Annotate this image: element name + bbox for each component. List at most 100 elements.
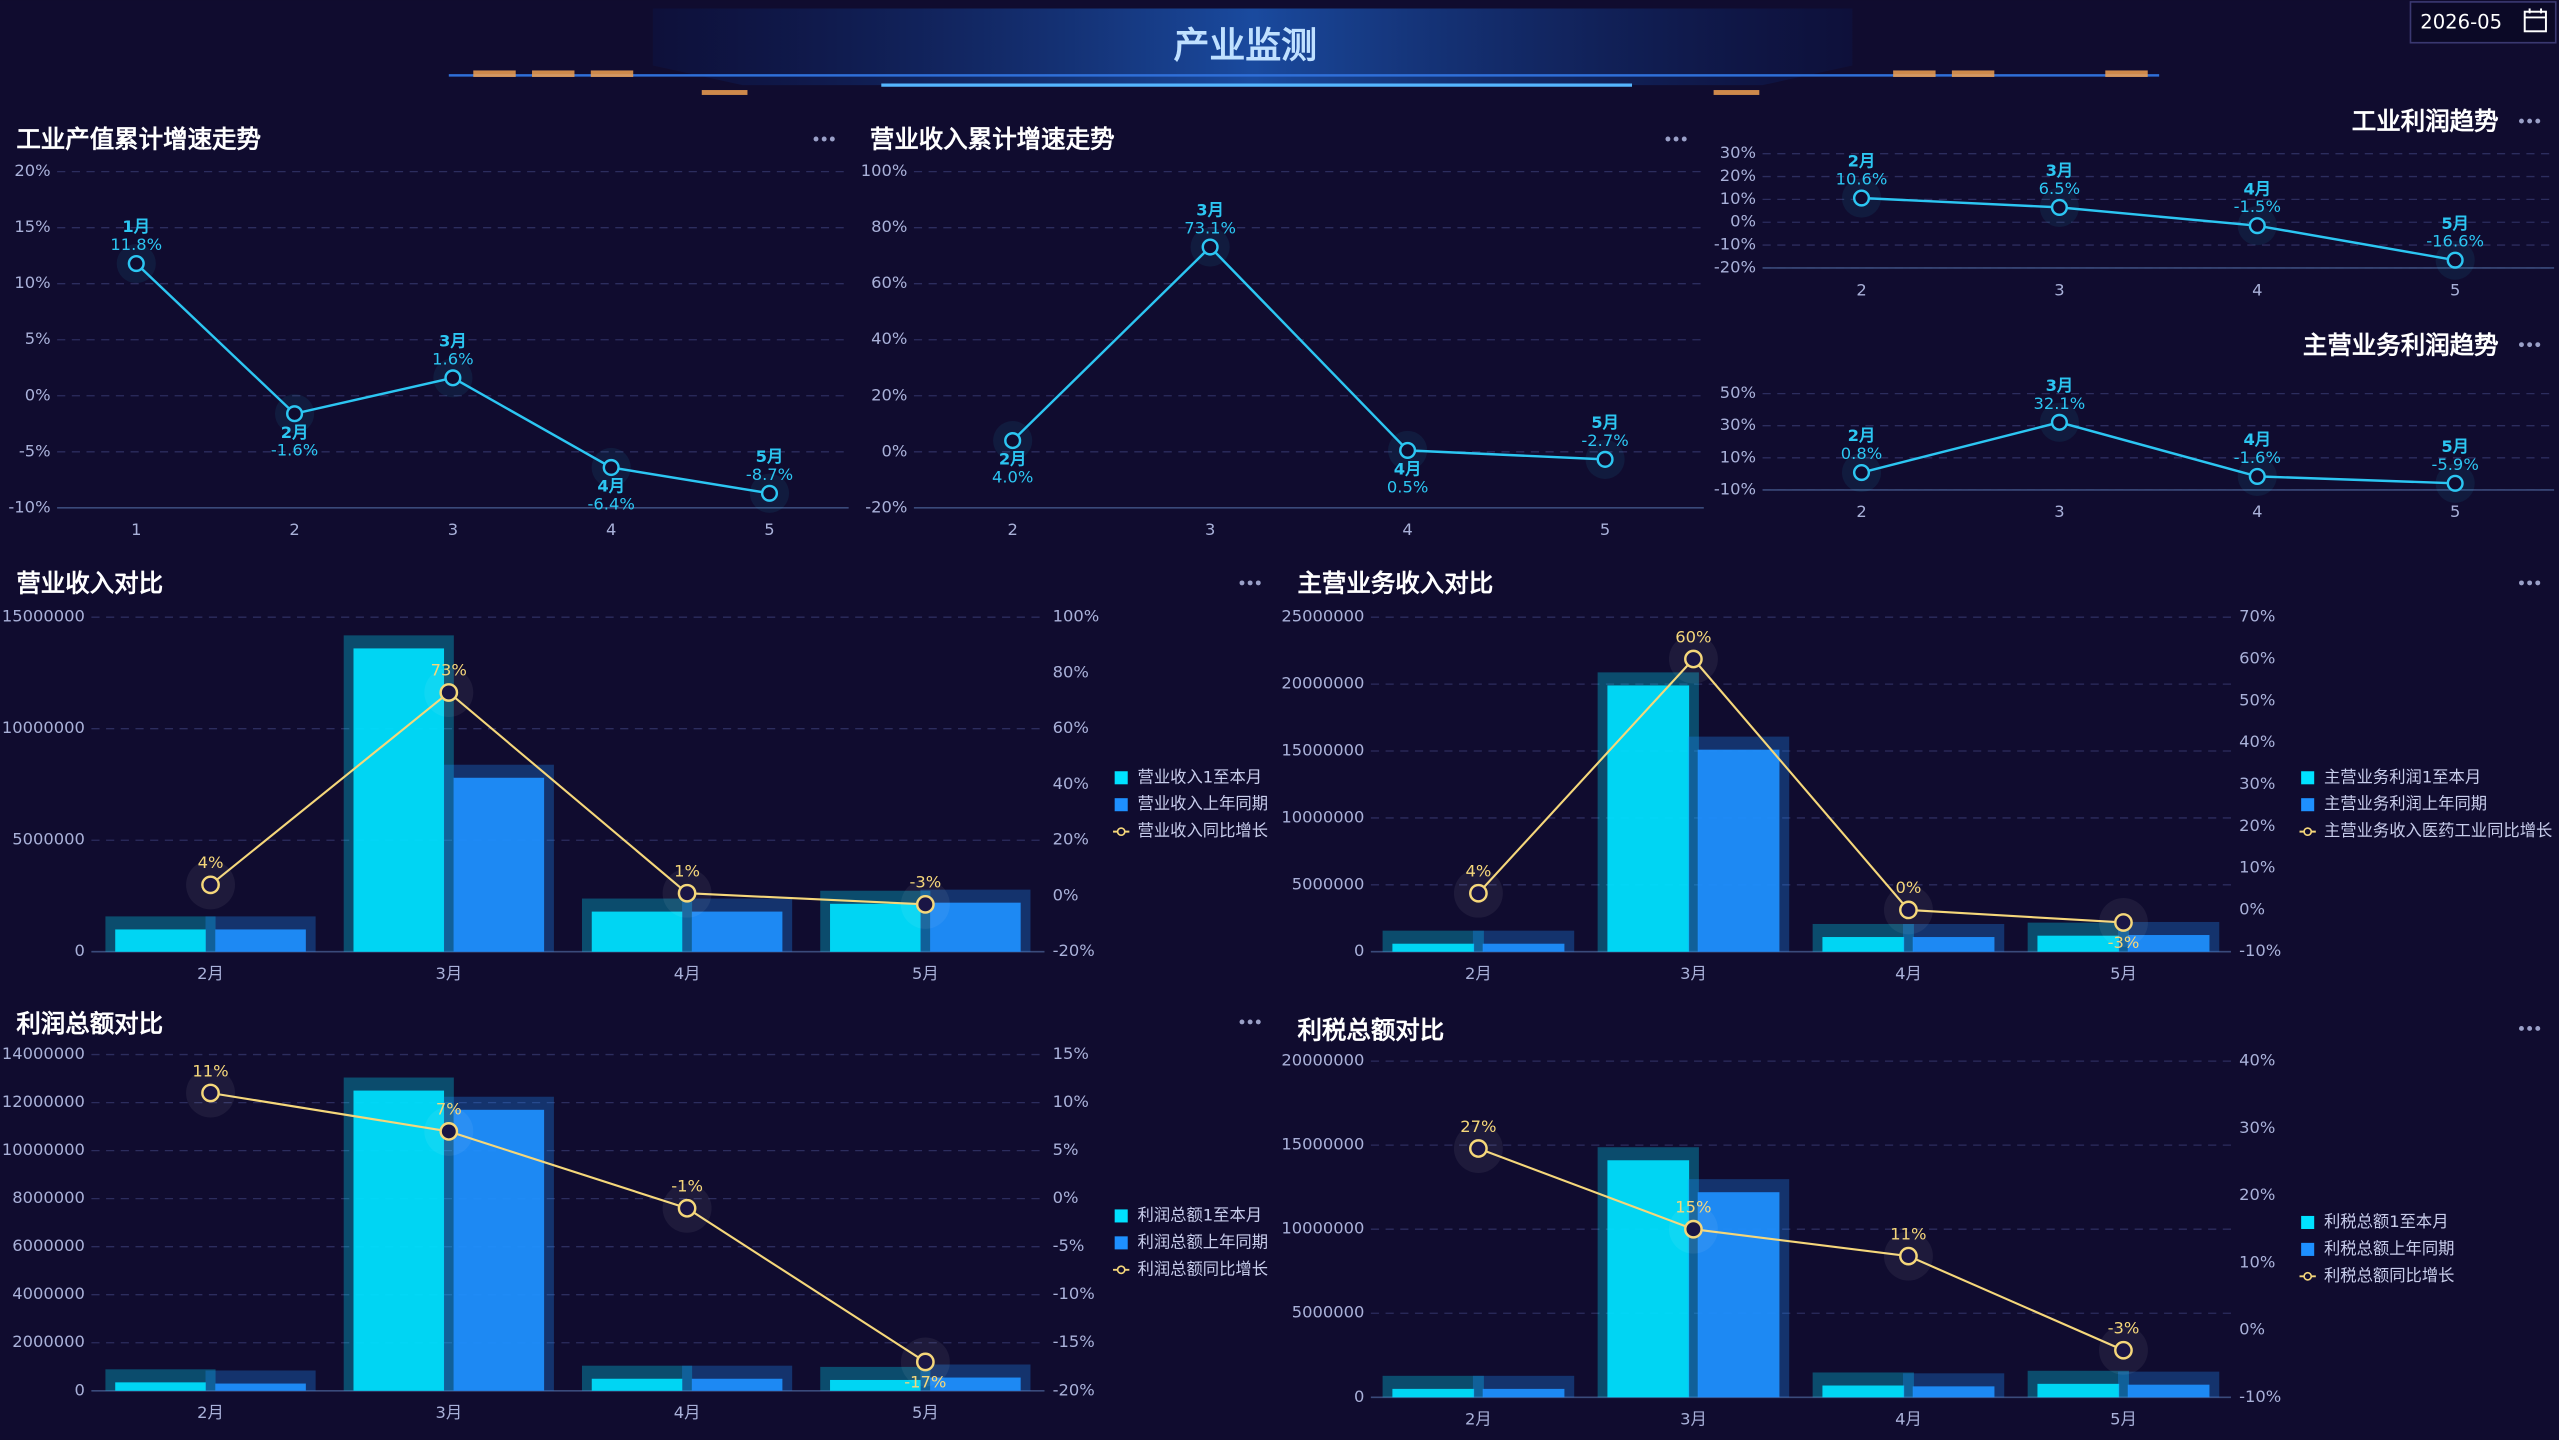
data-label: 10.6% bbox=[1836, 170, 1888, 189]
data-point bbox=[2050, 413, 2068, 431]
more-menu[interactable] bbox=[1239, 580, 1261, 586]
menu-dot[interactable] bbox=[2535, 118, 2541, 124]
legend-swatch[interactable] bbox=[1114, 771, 1128, 785]
legend-item[interactable]: 利润总额同比增长 bbox=[1113, 1259, 1268, 1278]
legend-swatch[interactable] bbox=[2303, 1271, 2313, 1281]
menu-dot[interactable] bbox=[829, 136, 835, 142]
date-box[interactable] bbox=[2409, 1, 2557, 44]
x-tick-label: 2 bbox=[1856, 280, 1866, 299]
menu-dot[interactable] bbox=[2519, 118, 2524, 124]
menu-dot[interactable] bbox=[2519, 1026, 2524, 1031]
legend-swatch[interactable] bbox=[2301, 1242, 2315, 1256]
legend-item[interactable]: 利润总额1至本月 bbox=[1114, 1205, 1263, 1224]
menu-dot[interactable] bbox=[2527, 118, 2533, 124]
x-tick-label: 5月 bbox=[2110, 1410, 2137, 1429]
menu-dot[interactable] bbox=[1247, 1019, 1253, 1025]
menu-dot[interactable] bbox=[1255, 1019, 1261, 1025]
menu-dot[interactable] bbox=[2519, 580, 2524, 586]
point-month: 4月 bbox=[2243, 179, 2271, 198]
y-tick-label: 2000000 bbox=[12, 1332, 85, 1351]
more-menu[interactable] bbox=[813, 136, 835, 142]
legend-swatch[interactable] bbox=[1114, 798, 1128, 812]
chart-title: 利润总额对比 bbox=[16, 1009, 163, 1038]
y2-tick-label: 0% bbox=[2239, 899, 2265, 918]
y-tick-label: 6000000 bbox=[12, 1236, 85, 1255]
legend-label[interactable]: 营业收入上年同期 bbox=[1138, 794, 1269, 813]
y2-tick-label: -10% bbox=[2239, 1387, 2281, 1406]
legend-label[interactable]: 主营业务利润1至本月 bbox=[2324, 767, 2481, 786]
legend-item[interactable]: 利税总额1至本月 bbox=[2301, 1212, 2449, 1231]
point-month: 2月 bbox=[1848, 426, 1876, 445]
legend-label[interactable]: 利税总额上年同期 bbox=[2324, 1239, 2455, 1258]
date-value[interactable]: 2026-05 bbox=[2420, 11, 2502, 34]
legend-swatch[interactable] bbox=[1116, 1265, 1126, 1275]
legend-item[interactable]: 营业收入1至本月 bbox=[1114, 767, 1263, 786]
legend-label[interactable]: 利润总额上年同期 bbox=[1138, 1232, 1269, 1251]
legend-label[interactable]: 营业收入1至本月 bbox=[1138, 767, 1263, 786]
x-tick-label: 3 bbox=[2054, 280, 2064, 299]
legend-label[interactable]: 利税总额1至本月 bbox=[2324, 1212, 2449, 1231]
data-point bbox=[201, 1083, 220, 1103]
legend-item[interactable]: 营业收入同比增长 bbox=[1113, 821, 1268, 840]
data-point bbox=[2114, 913, 2133, 932]
legend-swatch[interactable] bbox=[2301, 1215, 2315, 1229]
legend-swatch[interactable] bbox=[2301, 798, 2315, 812]
legend-swatch[interactable] bbox=[2301, 771, 2315, 785]
menu-dot[interactable] bbox=[2535, 1026, 2541, 1031]
bar bbox=[1482, 1388, 1565, 1398]
legend-label[interactable]: 利润总额同比增长 bbox=[1138, 1259, 1269, 1278]
data-label: -5.9% bbox=[2431, 455, 2478, 474]
data-point bbox=[677, 1198, 697, 1218]
data-label: 32.1% bbox=[2033, 394, 2085, 413]
menu-dot[interactable] bbox=[1673, 136, 1679, 142]
menu-dot[interactable] bbox=[813, 136, 819, 142]
legend-label[interactable]: 营业收入同比增长 bbox=[1138, 821, 1269, 840]
header-frame bbox=[448, 8, 2160, 95]
menu-dot[interactable] bbox=[1681, 136, 1687, 142]
legend-label[interactable]: 主营业务利润上年同期 bbox=[2324, 794, 2487, 813]
more-menu[interactable] bbox=[1665, 136, 1687, 142]
legend-item[interactable]: 主营业务收入医药工业同比增长 bbox=[2299, 821, 2553, 840]
more-menu[interactable] bbox=[2519, 342, 2541, 348]
y2-tick-label: 10% bbox=[2239, 858, 2275, 877]
legend-item[interactable]: 主营业务利润1至本月 bbox=[2301, 767, 2481, 786]
menu-dot[interactable] bbox=[1247, 580, 1253, 586]
y-tick-label: 0% bbox=[25, 385, 51, 404]
calendar-icon[interactable] bbox=[2523, 8, 2547, 33]
legend-item[interactable]: 利税总额同比增长 bbox=[2299, 1266, 2455, 1285]
menu-dot[interactable] bbox=[2535, 580, 2541, 586]
legend-label[interactable]: 利润总额1至本月 bbox=[1138, 1205, 1263, 1224]
menu-dot[interactable] bbox=[2527, 342, 2533, 348]
legend-swatch[interactable] bbox=[1116, 827, 1126, 837]
menu-dot[interactable] bbox=[2527, 1026, 2533, 1031]
y2-tick-label: -10% bbox=[2239, 941, 2281, 960]
legend-item[interactable]: 营业收入上年同期 bbox=[1114, 794, 1269, 813]
legend-swatch[interactable] bbox=[2303, 827, 2313, 837]
more-menu[interactable] bbox=[2519, 1026, 2541, 1031]
menu-dot[interactable] bbox=[2519, 342, 2524, 348]
more-menu[interactable] bbox=[2519, 118, 2541, 124]
data-point bbox=[2446, 251, 2464, 269]
menu-dot[interactable] bbox=[2527, 580, 2533, 586]
legend-label[interactable]: 主营业务收入医药工业同比增长 bbox=[2324, 821, 2552, 840]
bar bbox=[2037, 1383, 2120, 1398]
legend-swatch[interactable] bbox=[1114, 1209, 1128, 1223]
data-point bbox=[915, 1352, 935, 1372]
legend-item[interactable]: 利税总额上年同期 bbox=[2301, 1239, 2455, 1258]
menu-dot[interactable] bbox=[1239, 580, 1245, 586]
x-tick-label: 2 bbox=[1007, 520, 1017, 539]
more-menu[interactable] bbox=[2519, 580, 2541, 586]
legend-label[interactable]: 利税总额同比增长 bbox=[2324, 1266, 2455, 1285]
menu-dot[interactable] bbox=[821, 136, 827, 142]
bar bbox=[1697, 1192, 1780, 1398]
legend-swatch[interactable] bbox=[1114, 1236, 1128, 1250]
date-picker[interactable]: 2026-05 bbox=[2409, 1, 2557, 44]
more-menu[interactable] bbox=[1239, 1019, 1261, 1025]
menu-dot[interactable] bbox=[2535, 342, 2541, 348]
menu-dot[interactable] bbox=[1665, 136, 1671, 142]
menu-dot[interactable] bbox=[1239, 1019, 1245, 1025]
menu-dot[interactable] bbox=[1255, 580, 1261, 586]
data-label: -17% bbox=[904, 1373, 946, 1392]
legend-item[interactable]: 主营业务利润上年同期 bbox=[2301, 794, 2487, 813]
legend-item[interactable]: 利润总额上年同期 bbox=[1114, 1232, 1269, 1251]
